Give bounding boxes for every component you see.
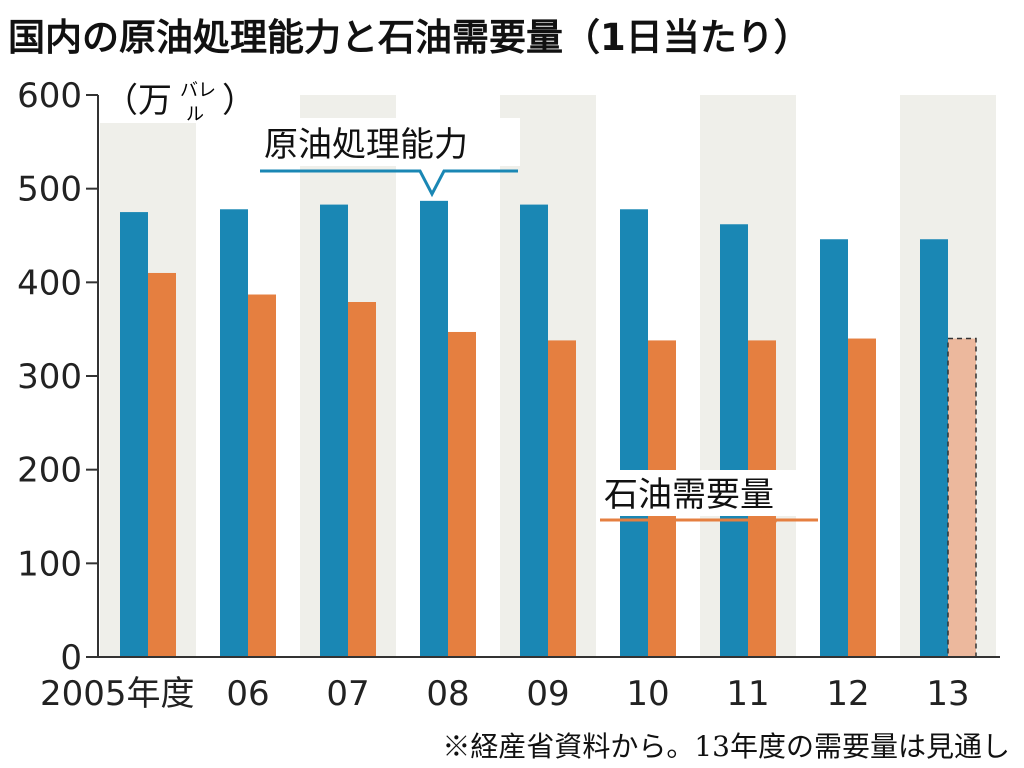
y-tick-label: 400 — [17, 263, 82, 303]
source-note: ※経産省資料から。13年度の需要量は見通し — [442, 730, 1010, 763]
chart-title: 国内の原油処理能力と石油需要量（1日当たり） — [8, 16, 811, 59]
bar-demand — [348, 302, 376, 657]
bar-capacity — [520, 204, 548, 657]
x-tick-label: 11 — [726, 674, 769, 714]
x-tick-label: 12 — [826, 674, 869, 714]
y-tick-label: 500 — [17, 170, 82, 210]
unit-label-kana-top: バレ — [180, 80, 216, 101]
x-tick-label: 13 — [926, 674, 969, 714]
x-tick-label: 06 — [226, 674, 269, 714]
x-tick-label: 07 — [326, 674, 369, 714]
bar-demand — [947, 337, 977, 658]
bar-demand — [848, 338, 876, 657]
y-tick-label: 600 — [17, 76, 82, 116]
unit-label-open: （万 — [104, 81, 172, 121]
bar-demand — [248, 294, 276, 657]
unit-label-close: ） — [222, 81, 256, 121]
bar-capacity — [220, 209, 248, 658]
x-tick-label: 09 — [526, 674, 569, 714]
x-tick-label: 08 — [426, 674, 469, 714]
bar-capacity — [920, 239, 948, 657]
bar-capacity — [720, 224, 748, 657]
y-tick-label: 200 — [17, 451, 82, 491]
legend-callout-demand: 石油需要量 — [598, 470, 820, 543]
legend-label-demand: 石油需要量 — [604, 475, 774, 515]
bar-capacity — [420, 200, 448, 658]
bar-demand — [448, 331, 476, 657]
x-tick-label: 2005年度 — [40, 674, 195, 714]
unit-label-kana-bottom: ル — [186, 104, 204, 125]
bar-capacity — [620, 209, 648, 658]
bar-capacity — [120, 212, 148, 658]
bar-demand — [548, 340, 576, 657]
legend-callout-capacity: 原油処理能力 — [258, 118, 520, 198]
y-tick-label: 100 — [17, 544, 82, 584]
bar-capacity — [320, 204, 348, 657]
x-tick-label: 10 — [626, 674, 669, 714]
bar-capacity — [820, 239, 848, 657]
y-tick-label: 0 — [60, 638, 82, 678]
unit-label: （万 バレ ル ） — [104, 80, 256, 125]
legend-label-capacity: 原油処理能力 — [264, 125, 468, 165]
bar-demand — [148, 272, 176, 657]
y-tick-label: 300 — [17, 357, 82, 397]
